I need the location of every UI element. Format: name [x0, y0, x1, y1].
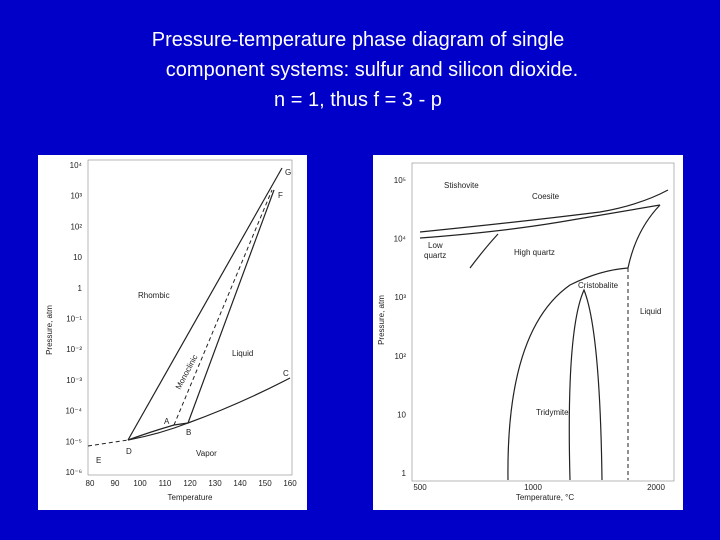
x-tick-label: 100: [133, 479, 147, 488]
y-tick-label: 10³: [70, 192, 82, 201]
curve: [187, 189, 275, 424]
panel: [38, 155, 307, 510]
x-tick-label: 90: [111, 479, 120, 488]
x-tick-label: 2000: [647, 483, 665, 492]
point-label: E: [96, 456, 101, 465]
point-label: C: [283, 369, 289, 378]
y-tick-label: 10: [73, 253, 82, 262]
region-label: Vapor: [196, 449, 217, 458]
silica-diagram: 10⁵ 10⁴ 10³ 10² 10 1 500 1000 2000 Pressure, atm…: [373, 155, 683, 510]
frame: [411, 162, 675, 482]
title-line: Pressure-temperature phase diagram of si…: [152, 29, 564, 51]
curve: [419, 204, 661, 239]
axis-label: Temperature: [168, 493, 213, 502]
axis-label: Temperature, °C: [516, 493, 575, 502]
curve: [173, 189, 273, 426]
x-tick-label: 1000: [524, 483, 542, 492]
panel: [373, 155, 683, 510]
axis-label: Pressure, atm: [377, 295, 386, 345]
y-tick-label: 10⁴: [70, 161, 83, 170]
x-tick-label: 500: [413, 483, 427, 492]
x-tick-label: 140: [233, 479, 247, 488]
point-label: G: [285, 168, 291, 177]
y-tick-label: 1: [78, 284, 83, 293]
region-label: Cristobalite: [578, 281, 619, 290]
silica-ticks: 10⁵ 10⁴ 10³ 10² 10 1 500 1000 2000: [394, 176, 666, 492]
x-tick-label: 80: [86, 479, 95, 488]
curve: [127, 167, 283, 441]
y-tick-label: 10⁻⁵: [66, 437, 82, 446]
y-tick-label: 10⁻²: [66, 345, 82, 354]
region-label: Coesite: [532, 192, 560, 201]
y-tick-label: 10⁻⁴: [65, 407, 82, 416]
point-label: B: [186, 428, 191, 437]
region-label: Liquid: [232, 349, 253, 358]
region-label: Low: [428, 241, 443, 250]
region-label: Tridymite: [536, 408, 569, 417]
point-label: A: [164, 417, 170, 426]
x-tick-label: 130: [208, 479, 222, 488]
axis-label: Pressure, atm: [45, 305, 54, 355]
sulfur-ticks: 10⁴ 10³ 10² 10 1 10⁻¹ 10⁻² 10⁻³ 10⁻⁴ 10⁻⁵ 10⁻⁶ 80 90…: [65, 161, 297, 488]
curve: [627, 204, 661, 269]
curve: [419, 189, 669, 233]
y-tick-label: 1: [402, 469, 407, 478]
sulfur-diagram: 10⁴ 10³ 10² 10 1 10⁻¹ 10⁻² 10⁻³ 10⁻⁴ 10⁻⁵ 10⁻⁶ 80 90…: [38, 155, 307, 510]
point-label: D: [126, 447, 132, 456]
y-tick-label: 10⁻¹: [66, 315, 82, 324]
region-label: High quartz: [514, 248, 555, 257]
y-tick-label: 10⁴: [394, 235, 407, 244]
region-label: Rhombic: [138, 291, 170, 300]
region-label: quartz: [424, 251, 446, 260]
region-label: Stishovite: [444, 181, 479, 190]
y-tick-label: 10²: [70, 222, 82, 231]
y-tick-label: 10⁻⁶: [66, 468, 82, 477]
x-tick-label: 110: [159, 479, 172, 488]
curve: [507, 267, 629, 481]
y-tick-label: 10⁵: [394, 176, 406, 185]
x-tick-label: 150: [258, 479, 272, 488]
y-tick-label: 10³: [394, 293, 406, 302]
title-line: n = 1, thus f = 3 - p: [274, 89, 442, 111]
x-tick-label: 120: [183, 479, 197, 488]
curve: [127, 377, 291, 441]
point-label: F: [278, 191, 283, 200]
region-label: Liquid: [640, 307, 661, 316]
frame: [87, 159, 293, 476]
curve: [568, 288, 603, 481]
title-line: component systems: sulfur and silicon di…: [166, 59, 578, 81]
y-tick-label: 10⁻³: [66, 376, 82, 385]
y-tick-label: 10: [397, 410, 406, 419]
curve: [469, 233, 499, 269]
y-tick-label: 10²: [394, 352, 406, 361]
curve: [127, 422, 189, 441]
x-tick-label: 160: [283, 479, 297, 488]
